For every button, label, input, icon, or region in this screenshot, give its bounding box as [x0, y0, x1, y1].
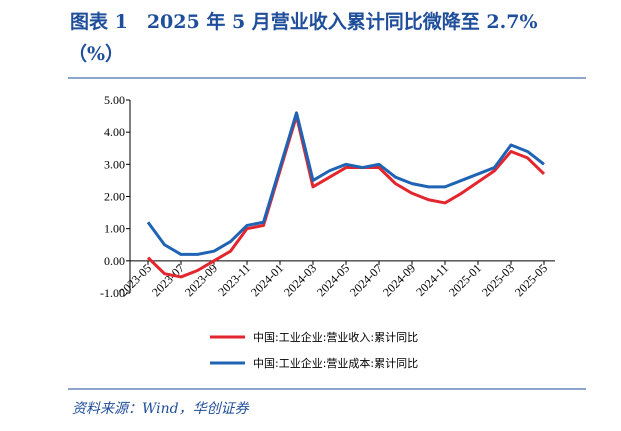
x-tick-label: 2024-09 — [380, 261, 418, 299]
line-series — [146, 111, 545, 256]
x-tick-label: 2024-07 — [347, 261, 385, 299]
chart-title: 图表 1 2025 年 5 月营业收入累计同比微降至 2.7% — [70, 10, 538, 33]
x-tick-label: 2025-05 — [512, 261, 550, 299]
x-tick-label: 2025-01 — [446, 261, 484, 299]
y-tick-label: 4.00 — [104, 125, 125, 139]
y-tick-label: 5.00 — [104, 93, 125, 107]
legend-label: 中国:工业企业:营业收入:累计同比 — [253, 330, 418, 344]
y-tick-label: 2.00 — [104, 190, 125, 204]
x-tick-label: 2024-01 — [248, 261, 286, 299]
x-tick-label: 2023-11 — [215, 261, 253, 299]
line-series — [146, 114, 546, 279]
y-tick-label: -1.00 — [100, 286, 125, 300]
x-tick-label: 2024-03 — [281, 261, 319, 299]
y-tick-label: 3.00 — [104, 157, 125, 171]
y-tick-label: 0.00 — [104, 254, 125, 268]
x-tick-label: 2025-03 — [479, 261, 517, 299]
y-tick-label: 1.00 — [104, 222, 125, 236]
x-tick-label: 2023-07 — [149, 261, 187, 299]
x-tick-label: 2024-05 — [314, 261, 352, 299]
legend-label: 中国:工业企业:营业成本:累计同比 — [253, 356, 418, 370]
x-tick-label: 2024-11 — [413, 261, 451, 299]
source: 资料来源：Wind，华创证券 — [72, 401, 250, 417]
unit-label: （%） — [68, 42, 124, 65]
